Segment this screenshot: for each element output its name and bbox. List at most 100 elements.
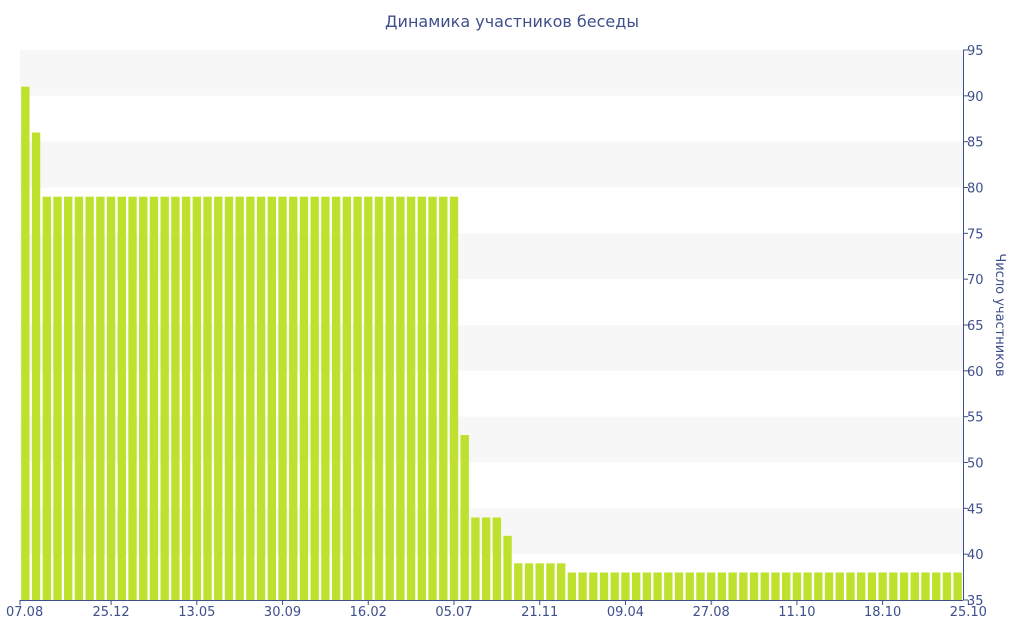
bar	[428, 196, 437, 601]
bar	[631, 572, 641, 600]
bar	[524, 563, 534, 600]
bar	[792, 572, 802, 600]
x-tick-label: 30.09	[264, 605, 301, 620]
bar	[64, 196, 73, 601]
y-tick-label: 75	[967, 227, 984, 242]
y-tick-label: 95	[967, 44, 984, 59]
bar	[771, 572, 780, 600]
bar	[267, 196, 276, 601]
y-tick-label: 40	[967, 548, 984, 563]
y-tick-label: 35	[967, 594, 984, 609]
bar	[739, 572, 748, 600]
bar	[749, 572, 759, 600]
bar	[953, 572, 962, 600]
bar	[460, 435, 469, 600]
bar	[942, 572, 952, 600]
bar	[857, 572, 866, 600]
bar	[492, 517, 502, 600]
bar	[803, 572, 812, 600]
bar	[278, 196, 287, 601]
bar	[642, 572, 652, 600]
bar	[139, 196, 148, 601]
bar	[53, 196, 62, 601]
bar	[96, 196, 105, 601]
bar	[128, 196, 137, 601]
bar	[728, 572, 737, 600]
x-tick-label: 27.08	[693, 605, 730, 620]
bar	[106, 196, 116, 601]
chart-title: Динамика участников беседы	[385, 12, 639, 31]
bar	[85, 196, 94, 601]
y-tick-label: 65	[967, 319, 984, 334]
bar	[224, 196, 234, 601]
grid-band	[20, 50, 963, 96]
y-tick-label: 80	[967, 182, 984, 197]
bar	[149, 196, 159, 601]
bar	[192, 196, 201, 601]
bar	[396, 196, 405, 601]
x-tick-label: 11.10	[778, 605, 815, 620]
bar	[385, 196, 394, 601]
bar	[889, 572, 898, 600]
bar-series	[21, 86, 962, 601]
bar	[835, 572, 844, 600]
bar	[417, 196, 427, 601]
bar	[171, 196, 180, 601]
bar	[932, 572, 941, 600]
bar	[878, 572, 887, 600]
bar	[321, 196, 330, 601]
y-tick-label: 90	[967, 90, 984, 105]
y-tick-label: 45	[967, 502, 984, 517]
bar	[685, 572, 694, 600]
bar	[910, 572, 919, 600]
x-tick-label: 09.04	[607, 605, 644, 620]
bar	[503, 535, 512, 600]
y-tick-label: 70	[967, 273, 984, 288]
bar	[353, 196, 362, 601]
bar	[717, 572, 727, 600]
bar	[921, 572, 930, 600]
bar	[246, 196, 255, 601]
bar	[203, 196, 212, 601]
x-tick-label: 25.12	[92, 605, 129, 620]
bar	[439, 196, 448, 601]
bar	[556, 563, 566, 600]
bar	[589, 572, 598, 600]
bar	[610, 572, 619, 600]
bar	[181, 196, 191, 601]
y-tick-label: 60	[967, 365, 984, 380]
bar	[567, 572, 577, 600]
bar	[674, 572, 684, 600]
x-tick-label: 07.08	[6, 605, 43, 620]
bar	[289, 196, 298, 601]
bar	[760, 572, 769, 600]
bar	[471, 517, 480, 600]
y-axis-title: Число участников	[992, 253, 1007, 376]
bar	[846, 572, 855, 600]
bar	[514, 563, 523, 600]
bar	[117, 196, 126, 601]
x-tick-label: 05.07	[435, 605, 472, 620]
bar	[42, 196, 51, 601]
bar	[406, 196, 416, 601]
bar	[310, 196, 319, 601]
y-axis-ticks: 35 40 45 50 55 60 65 70 75 80 85 90 95	[963, 44, 984, 609]
x-tick-label: 18.10	[864, 605, 901, 620]
bar	[621, 572, 630, 600]
bar	[707, 572, 716, 600]
bar	[74, 196, 84, 601]
bar	[578, 572, 587, 600]
y-tick-label: 50	[967, 457, 984, 472]
y-tick-label: 85	[967, 136, 984, 151]
grid-band	[20, 141, 963, 188]
bar	[653, 572, 662, 600]
x-tick-label: 13.05	[178, 605, 215, 620]
bar	[342, 196, 352, 601]
bar	[546, 563, 555, 600]
bar	[696, 572, 705, 600]
bar	[824, 572, 834, 600]
bar	[814, 572, 823, 600]
bar	[449, 196, 459, 601]
bar	[867, 572, 877, 600]
